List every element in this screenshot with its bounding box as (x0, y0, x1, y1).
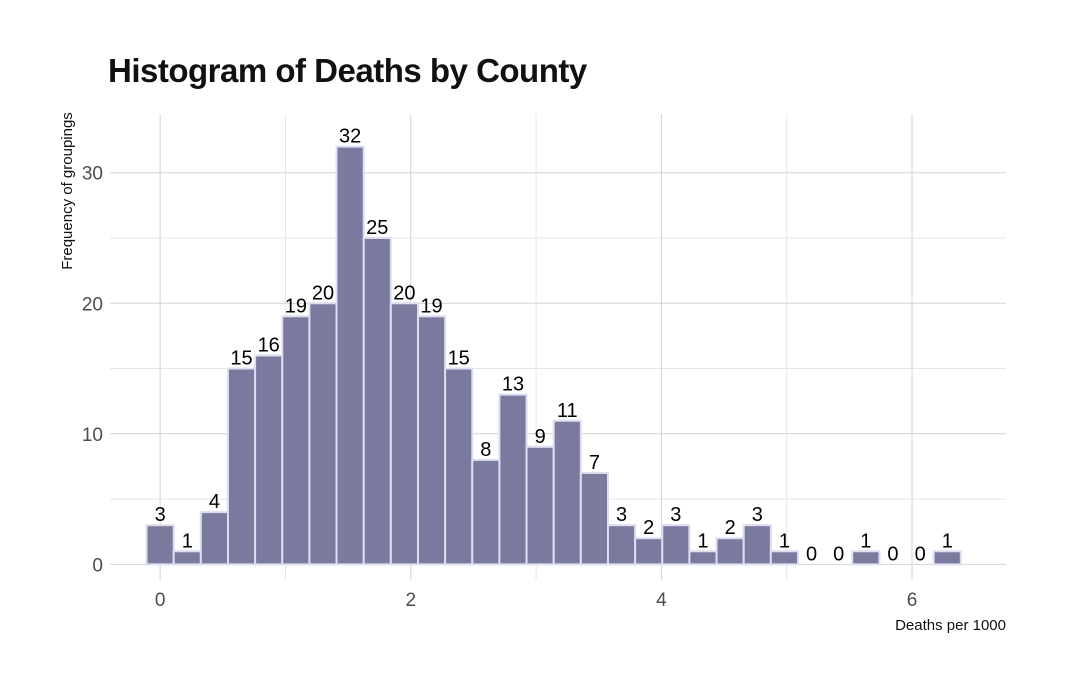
histogram-bar (932, 550, 962, 566)
y-tick-label: 30 (82, 164, 103, 185)
bar-value-label: 3 (752, 504, 763, 526)
y-tick-label: 10 (82, 425, 103, 446)
histogram-bar (851, 550, 881, 566)
histogram-bar (715, 537, 745, 566)
bar-value-label: 1 (779, 530, 790, 552)
bar-value-label: 20 (312, 282, 334, 304)
bar-value-label: 8 (480, 439, 491, 461)
bar-value-label: 3 (670, 504, 681, 526)
y-tick-label: 0 (92, 555, 103, 576)
bar-value-label: 9 (535, 426, 546, 448)
histogram-bar (552, 419, 582, 566)
histogram-bar (254, 354, 284, 566)
bar-value-label: 3 (616, 504, 627, 526)
bar-value-label: 13 (502, 374, 524, 396)
histogram-bar (172, 550, 202, 566)
bar-value-label: 15 (230, 348, 252, 370)
y-tick-label: 20 (82, 294, 103, 315)
x-tick-label: 0 (155, 590, 166, 611)
histogram-bar (634, 537, 664, 566)
bar-value-label: 0 (833, 543, 844, 565)
histogram-bar (742, 524, 772, 566)
y-axis-title: Frequency of groupings (59, 112, 76, 270)
histogram-bar (579, 471, 609, 566)
bar-value-label: 20 (393, 282, 415, 304)
histogram-bar (769, 550, 799, 566)
histogram-bar (498, 393, 528, 566)
bar-value-label: 2 (725, 517, 736, 539)
chart-title: Histogram of Deaths by County (108, 52, 587, 89)
bar-value-label: 0 (806, 543, 817, 565)
histogram-bar (226, 367, 257, 566)
bar-value-label: 7 (589, 452, 600, 474)
x-axis-title: Deaths per 1000 (895, 617, 1006, 634)
bar-value-label: 19 (285, 295, 307, 317)
bar-value-label: 16 (258, 334, 280, 356)
bar-value-label: 4 (209, 491, 220, 513)
histogram-bar (335, 145, 365, 566)
bar-value-label: 1 (697, 530, 708, 552)
histogram-bar (416, 315, 447, 566)
x-tick-label: 4 (656, 590, 667, 611)
bar-value-label: 32 (339, 126, 361, 148)
histogram-bar (471, 458, 501, 566)
bar-value-label: 11 (557, 400, 578, 422)
histogram-bar (444, 367, 474, 566)
histogram-bar (688, 550, 718, 566)
histogram-bar (389, 302, 419, 566)
histogram-bar (661, 524, 691, 566)
bar-value-label: 25 (366, 217, 388, 239)
bar-value-label: 3 (155, 504, 166, 526)
histogram-bar (199, 511, 229, 566)
x-tick-label: 6 (907, 590, 918, 611)
bar-value-label: 19 (420, 295, 442, 317)
bar-value-label: 1 (860, 530, 871, 552)
bar-value-label: 2 (643, 517, 654, 539)
bar-value-label: 0 (887, 543, 898, 565)
bar-layer (145, 145, 962, 566)
histogram-bar (145, 524, 175, 566)
bar-value-label: 15 (448, 348, 470, 370)
histogram-bar (281, 315, 311, 566)
histogram-bar (606, 524, 637, 566)
histogram-bar (308, 302, 338, 566)
histogram-bar (362, 237, 392, 566)
bar-value-label: 1 (942, 530, 953, 552)
bar-value-label: 1 (182, 530, 193, 552)
x-tick-label: 2 (405, 590, 416, 611)
histogram-bar (525, 445, 555, 566)
bar-value-label: 0 (915, 543, 926, 565)
